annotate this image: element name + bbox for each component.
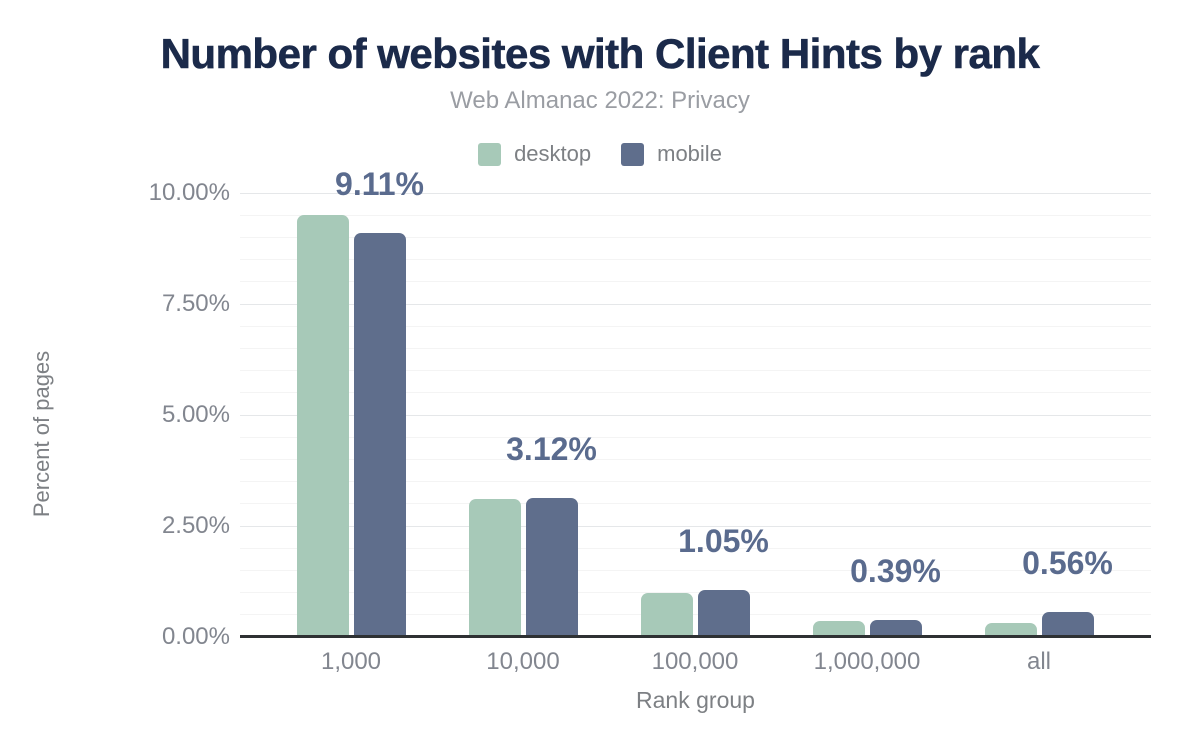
major-gridline	[240, 192, 1151, 194]
bar-mobile[interactable]	[353, 232, 406, 637]
minor-gridline	[240, 569, 1151, 571]
x-tick-label: all	[1026, 648, 1051, 675]
bar-group: 0.39%	[781, 193, 953, 637]
legend-swatch-desktop	[478, 142, 502, 166]
y-tick-label: 10.00%	[148, 179, 230, 206]
data-label: 0.39%	[850, 552, 941, 589]
minor-gridline	[240, 347, 1151, 349]
x-tick-label: 10,000	[486, 648, 560, 675]
minor-gridline	[240, 458, 1151, 460]
minor-gridline	[240, 281, 1151, 283]
bar-group: 9.11%	[265, 168, 437, 637]
chart-subtitle: Web Almanac 2022: Privacy	[450, 87, 750, 114]
legend-label: mobile	[657, 141, 722, 166]
data-label: 9.11%	[335, 165, 424, 202]
major-gridline	[240, 525, 1151, 527]
legend: desktop mobile	[0, 141, 1200, 167]
minor-gridline	[240, 370, 1151, 372]
bar-desktop[interactable]	[640, 593, 693, 637]
data-label: 1.05%	[678, 523, 769, 560]
minor-gridline	[240, 325, 1151, 327]
minor-gridline	[240, 214, 1151, 216]
minor-gridline	[240, 592, 1151, 594]
y-axis-ticks: 0.00% 2.50% 5.00% 7.50% 10.00%	[0, 181, 230, 649]
minor-gridline	[240, 259, 1151, 261]
bar-group: 0.56%	[953, 193, 1125, 637]
y-tick-label: 5.00%	[161, 401, 230, 428]
bar-mobile[interactable]	[869, 619, 922, 637]
major-gridline	[240, 303, 1151, 305]
legend-item-desktop[interactable]: desktop	[478, 141, 591, 167]
legend-item-mobile[interactable]: mobile	[621, 141, 722, 167]
x-tick-label: 100,000	[651, 648, 739, 675]
bar-desktop[interactable]	[812, 621, 865, 637]
x-axis-line	[240, 635, 1151, 638]
minor-gridline	[240, 614, 1151, 616]
x-axis-label: Rank group	[636, 687, 755, 713]
minor-gridline	[240, 481, 1151, 483]
minor-gridline	[240, 236, 1151, 238]
bar-desktop[interactable]	[296, 215, 349, 637]
data-label: 0.56%	[1022, 545, 1113, 582]
bar-group: 3.12%	[437, 193, 609, 637]
bar-mobile[interactable]	[697, 590, 750, 637]
bar-mobile[interactable]	[1041, 612, 1094, 637]
legend-label: desktop	[514, 141, 592, 166]
x-tick-label: 1,000	[320, 648, 382, 675]
y-tick-label: 0.00%	[161, 623, 230, 650]
bar-group: 1.05%	[609, 193, 781, 637]
y-tick-label: 2.50%	[161, 512, 230, 539]
x-axis-ticks: 1,000 10,000 100,000 1,000,000 all	[265, 648, 1125, 676]
chart-title: Number of websites with Client Hints by …	[160, 30, 1040, 78]
legend-swatch-mobile	[621, 142, 645, 166]
minor-gridline	[240, 503, 1151, 505]
y-tick-label: 7.50%	[161, 290, 230, 317]
minor-gridline	[240, 547, 1151, 549]
minor-gridline	[240, 392, 1151, 394]
bars-layer: 9.11% 3.12% 1.05% 0.39% 0.56%	[265, 168, 1125, 637]
data-label: 3.12%	[506, 431, 597, 468]
bar-mobile[interactable]	[525, 498, 578, 637]
x-tick-label: 1,000,000	[813, 648, 921, 675]
bar-desktop[interactable]	[984, 623, 1037, 637]
bar-desktop[interactable]	[468, 499, 521, 637]
minor-gridline	[240, 436, 1151, 438]
major-gridline	[240, 414, 1151, 416]
gridlines	[240, 192, 1151, 637]
